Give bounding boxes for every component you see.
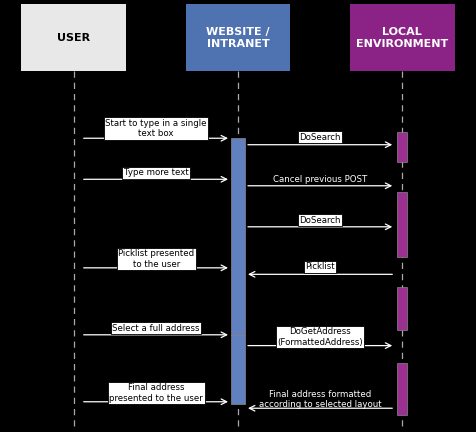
- Text: DoSearch: DoSearch: [299, 133, 341, 142]
- Bar: [397, 132, 407, 162]
- Text: Select a full address: Select a full address: [112, 324, 200, 333]
- Bar: [231, 138, 245, 335]
- Bar: [397, 363, 407, 415]
- Bar: [231, 335, 245, 404]
- Text: Final address
presented to the user: Final address presented to the user: [109, 384, 203, 403]
- Text: Type more text: Type more text: [124, 168, 188, 177]
- Text: Final address formatted
according to selected layout: Final address formatted according to sel…: [258, 390, 381, 409]
- Text: Picklist: Picklist: [305, 263, 335, 271]
- Bar: [397, 192, 407, 257]
- Text: WEBSITE /
INTRANET: WEBSITE / INTRANET: [206, 27, 270, 49]
- Text: LOCAL
ENVIRONMENT: LOCAL ENVIRONMENT: [356, 27, 448, 49]
- Text: Start to type in a single
text box: Start to type in a single text box: [105, 119, 207, 138]
- Text: Picklist presented
to the user: Picklist presented to the user: [118, 250, 194, 269]
- Bar: [350, 4, 455, 71]
- Text: Cancel previous POST: Cancel previous POST: [273, 175, 367, 184]
- Text: DoGetAddress
(FormattedAddress): DoGetAddress (FormattedAddress): [277, 327, 363, 346]
- Text: USER: USER: [57, 33, 90, 43]
- Text: DoSearch: DoSearch: [299, 216, 341, 225]
- Bar: [186, 4, 290, 71]
- Bar: [21, 4, 126, 71]
- Bar: [397, 287, 407, 330]
